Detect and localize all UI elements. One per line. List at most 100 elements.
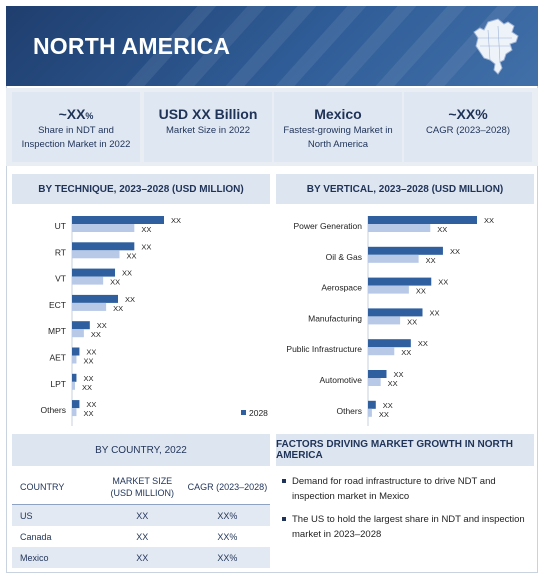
bar-2023 <box>368 254 419 263</box>
bar-2028 <box>72 373 77 382</box>
bar-2028 <box>72 321 90 330</box>
data-label-2023: XX <box>83 357 93 366</box>
data-label-2023: XX <box>379 410 389 419</box>
country-heading: BY COUNTRY, 2022 <box>12 434 270 466</box>
bar-2023 <box>72 250 120 259</box>
cagr-cell: XX% <box>184 504 270 526</box>
category-label: Public Infrastructure <box>286 344 362 354</box>
bar-2023 <box>368 316 401 325</box>
stat-market-size: USD XX Billion Market Size in 2022 <box>144 92 272 162</box>
stat-cagr: ~XX% CAGR (2023–2028) <box>404 92 532 162</box>
category-label: MPT <box>48 326 66 336</box>
bar-2028 <box>368 370 387 378</box>
data-label-2028: XX <box>393 370 403 379</box>
legend-swatch-2028 <box>241 410 246 415</box>
category-label: ECT <box>49 300 66 310</box>
data-label-2028: XX <box>430 308 440 317</box>
stat-market-size-value: USD XX Billion <box>158 106 258 122</box>
data-label-2028: XX <box>125 295 135 304</box>
bullet-icon <box>282 479 286 483</box>
country-table: COUNTRY MARKET SIZE (USD MILLION) CAGR (… <box>12 470 270 568</box>
bullet-icon <box>282 517 286 521</box>
bar-2028 <box>72 268 116 277</box>
cagr-cell: XX% <box>184 547 270 568</box>
data-label-2023: XX <box>126 251 136 260</box>
header-banner: NORTH AMERICA <box>6 6 538 86</box>
bar-2023 <box>72 276 104 285</box>
data-label-2023: XX <box>426 256 436 265</box>
bar-2028 <box>72 294 118 303</box>
data-label-2028: XX <box>438 278 448 287</box>
category-label: RT <box>55 247 66 257</box>
country-table-container: COUNTRY MARKET SIZE (USD MILLION) CAGR (… <box>12 470 270 568</box>
stat-cagr-label: CAGR (2023–2028) <box>426 125 510 136</box>
data-label-2023: XX <box>141 225 151 234</box>
data-label-2028: XX <box>83 374 93 383</box>
category-label: Power Generation <box>293 221 362 231</box>
table-row: Canada XX XX% <box>12 526 270 547</box>
data-label-2028: XX <box>97 321 107 330</box>
data-label-2023: XX <box>401 348 411 357</box>
bar-2023 <box>368 224 431 232</box>
factor-text: Demand for road infrastructure to drive … <box>292 476 496 502</box>
market-size-cell: XX <box>99 504 185 526</box>
bar-2023 <box>368 378 381 386</box>
data-label-2028: XX <box>450 247 460 256</box>
category-label: Others <box>40 405 66 415</box>
country-cell: US <box>12 504 100 526</box>
table-row: US XX XX% <box>12 504 270 526</box>
bar-2028 <box>368 246 443 255</box>
data-label-2023: XX <box>110 278 120 287</box>
bar-2023 <box>72 381 75 390</box>
bar-2023 <box>72 329 84 338</box>
category-label: Others <box>336 406 362 416</box>
category-label: VT <box>55 274 66 284</box>
data-label-2023: XX <box>416 287 426 296</box>
legend-label-2028: 2028 <box>249 408 268 418</box>
bar-2028 <box>368 339 411 348</box>
country-cell: Canada <box>20 531 52 542</box>
data-label-2023: XX <box>91 330 101 339</box>
factors-panel: Demand for road infrastructure to drive … <box>276 466 534 570</box>
vertical-chart-heading: BY VERTICAL, 2023–2028 (USD MILLION) <box>276 174 534 204</box>
stat-fastest-growing-value: Mexico <box>314 106 362 122</box>
header-pattern <box>125 6 517 86</box>
data-label-2023: XX <box>407 317 417 326</box>
category-label: LPT <box>50 379 66 389</box>
factors-heading: FACTORS DRIVING MARKET GROWTH IN NORTH A… <box>276 434 534 466</box>
country-column-header: COUNTRY <box>12 470 100 505</box>
bar-2028 <box>368 308 423 317</box>
bar-2028 <box>72 347 80 356</box>
list-item: Demand for road infrastructure to drive … <box>276 474 534 504</box>
bar-2023 <box>72 355 77 364</box>
bar-2023 <box>368 285 409 294</box>
bar-2023 <box>368 347 395 356</box>
stat-share: ~XX% Share in NDT and Inspection Market … <box>12 92 140 162</box>
category-label: UT <box>55 221 66 231</box>
category-label: Manufacturing <box>308 313 362 323</box>
stat-fastest-growing-label: Fastest-growing Market in North America <box>283 125 393 150</box>
category-label: Oil & Gas <box>326 252 362 262</box>
category-label: Automotive <box>319 375 362 385</box>
table-row: Mexico XX XX% <box>12 547 270 568</box>
category-label: AET <box>49 353 66 363</box>
market-size-cell: XX <box>99 547 185 568</box>
data-label-2028: XX <box>484 216 494 225</box>
bar-2028 <box>368 400 376 409</box>
stat-share-label: Share in NDT and Inspection Market in 20… <box>21 125 131 150</box>
bar-2028 <box>72 400 80 409</box>
data-label-2028: XX <box>418 339 428 348</box>
country-cell: Mexico <box>12 547 100 568</box>
data-label-2023: XX <box>437 225 447 234</box>
market-size-cell: XX <box>136 531 149 542</box>
bar-2023 <box>72 224 135 232</box>
data-label-2023: XX <box>113 304 123 313</box>
stat-fastest-growing: Mexico Fastest-growing Market in North A… <box>274 92 402 162</box>
bar-2023 <box>72 408 77 417</box>
data-label-2023: XX <box>83 409 93 418</box>
factors-list: Demand for road infrastructure to drive … <box>276 474 534 542</box>
category-label: Aerospace <box>321 283 362 293</box>
data-label-2023: XX <box>388 379 398 388</box>
page-title: NORTH AMERICA <box>33 33 231 59</box>
bar-2028 <box>368 216 477 224</box>
